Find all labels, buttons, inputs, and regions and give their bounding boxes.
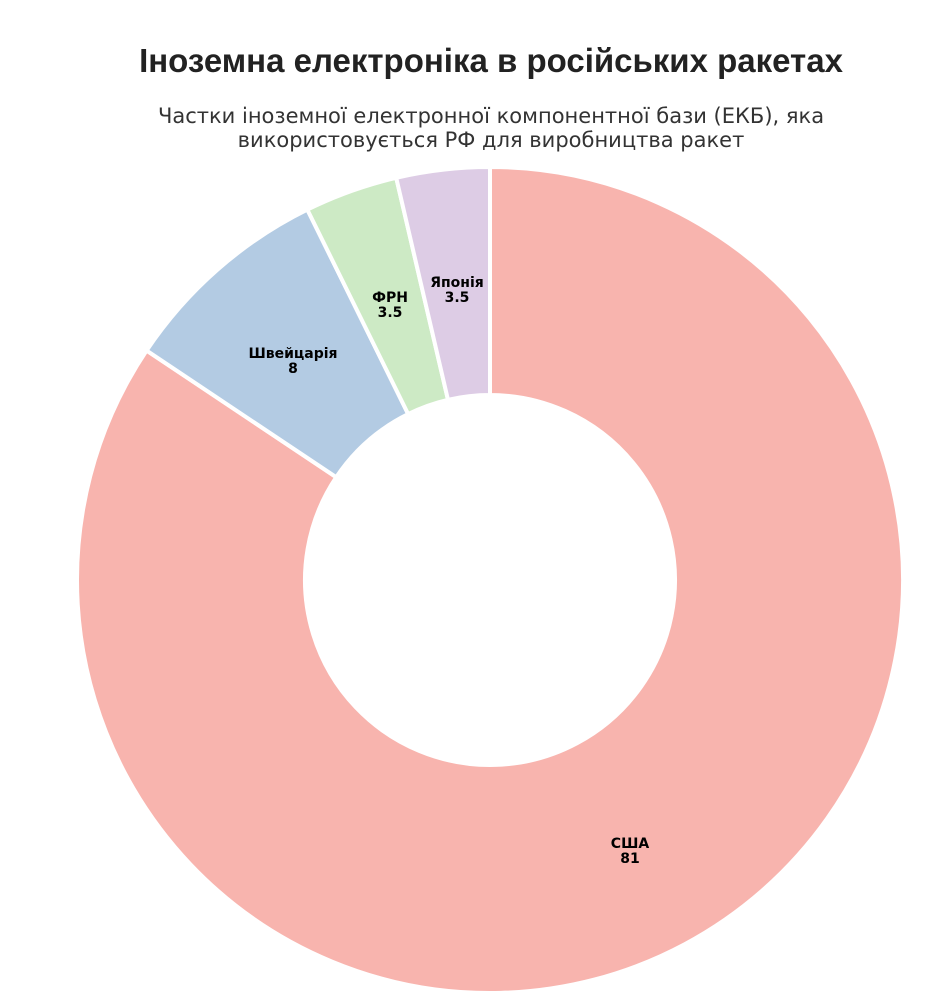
donut-slice-4 xyxy=(394,165,492,402)
slice-label-category: Швейцарія xyxy=(248,346,337,362)
slice-label-category: Японія xyxy=(430,275,484,291)
slice-label-value: 3.5 xyxy=(378,305,403,321)
slice-label-value: 3.5 xyxy=(445,290,470,306)
slice-label-value: 81 xyxy=(620,851,639,867)
slice-label-category: ФРН xyxy=(372,290,408,306)
donut-slice-1 xyxy=(75,165,905,995)
slice-label-value: 8 xyxy=(288,361,298,377)
slice-label-category: США xyxy=(611,836,650,852)
chart-title: Іноземна електроніка в російських ракета… xyxy=(139,42,843,79)
chart-subtitle-line-2: використовується РФ для виробництва раке… xyxy=(237,128,745,152)
chart-subtitle-line-1: Частки іноземної електронної компонентно… xyxy=(157,104,825,128)
